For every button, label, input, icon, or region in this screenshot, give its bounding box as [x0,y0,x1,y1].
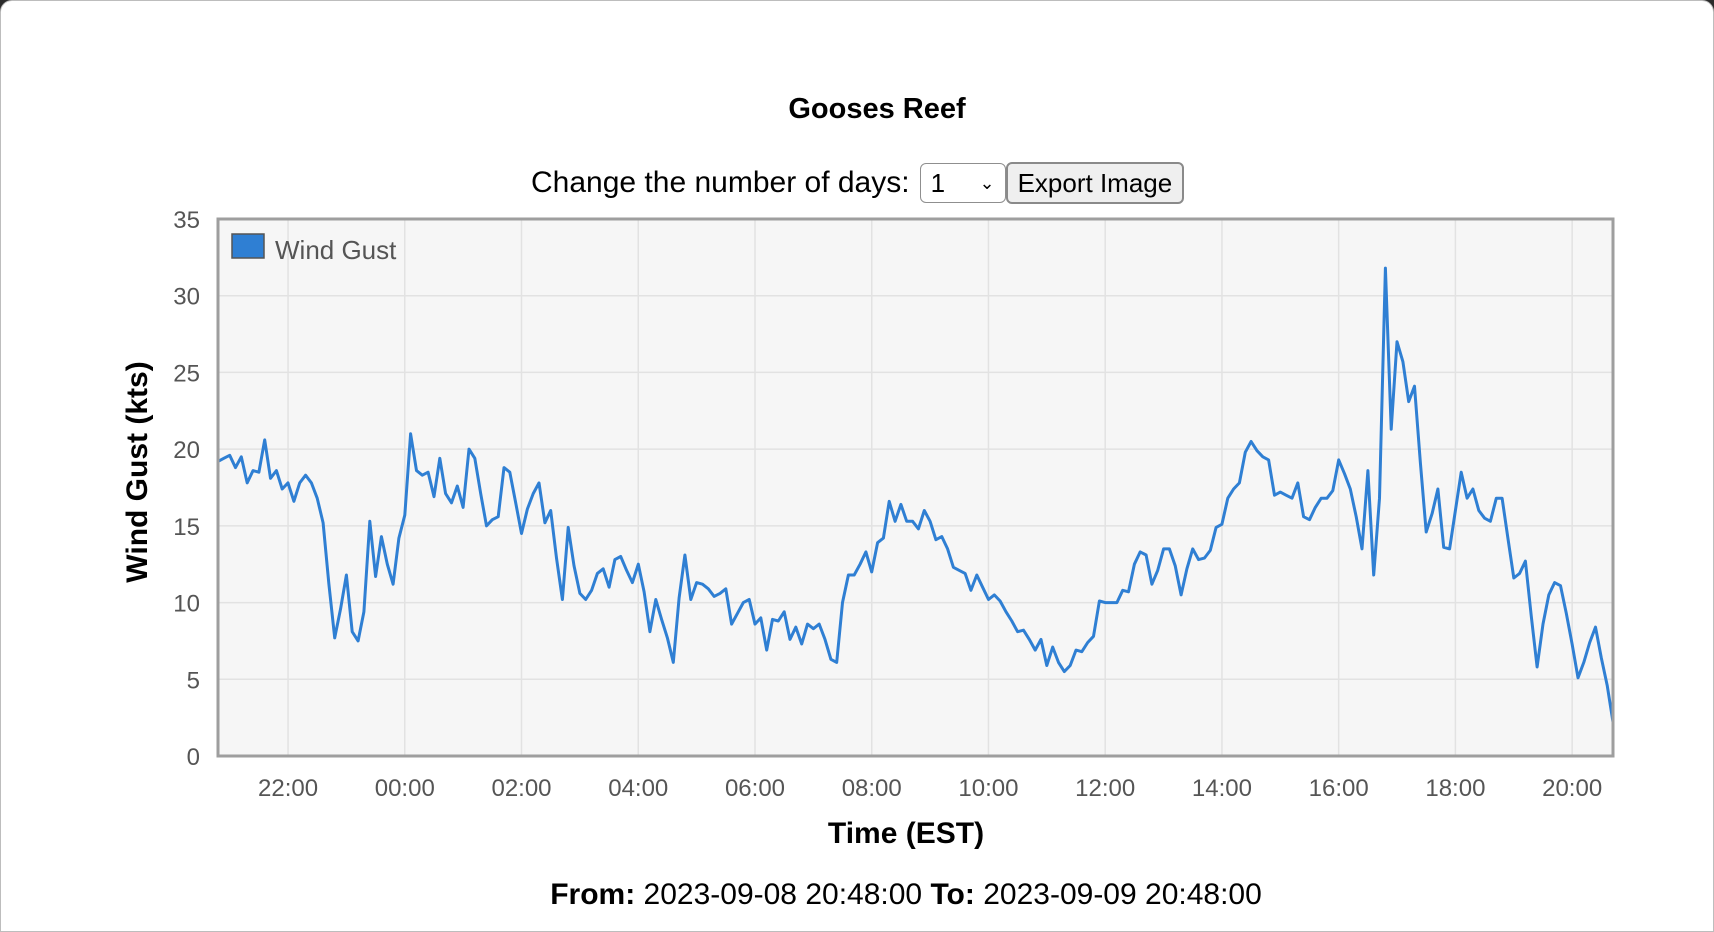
days-select[interactable]: 1 ⌄ [919,163,1006,203]
export-image-button[interactable]: Export Image [1005,162,1185,204]
to-label: To: [930,878,975,911]
plot-border [216,217,1615,758]
from-value: 2023-09-08 20:48:00 [643,878,923,911]
plot-area [218,219,1613,756]
y-tick-label: 0 [187,744,200,771]
y-axis-ticks: 0 5 10 15 20 25 30 35 [173,207,200,771]
y-tick-label: 25 [173,360,200,387]
series-line-wind-gust [217,266,1615,723]
y-tick-label: 20 [173,437,200,464]
x-tick-label: 20:00 [1542,775,1602,802]
x-tick-label: 04:00 [608,775,668,802]
legend-swatch-wind-gust [231,233,265,259]
x-tick-label: 06:00 [725,775,785,802]
x-tick-label: 18:00 [1425,775,1485,802]
days-select-value: 1 [930,167,946,198]
x-tick-label: 10:00 [958,775,1018,802]
legend[interactable]: Wind Gust [231,233,397,265]
x-tick-label: 12:00 [1075,775,1135,802]
date-range: From: 2023-09-08 20:48:00 To: 2023-09-09… [1,878,1713,912]
x-tick-label: 22:00 [258,775,318,802]
y-axis-label: Wind Gust (kts) [121,361,154,582]
chart-controls: Change the number of days: 1 ⌄ Export Im… [531,161,1185,205]
legend-label-wind-gust: Wind Gust [275,235,397,265]
from-label: From: [550,878,636,911]
y-tick-label: 5 [187,667,200,694]
y-tick-label: 35 [173,207,200,234]
x-tick-label: 08:00 [842,775,902,802]
days-label: Change the number of days: [531,166,910,199]
x-tick-label: 00:00 [375,775,435,802]
x-axis-ticks: 22:00 00:00 02:00 04:00 06:00 08:00 10:00 12:00… [258,775,1602,802]
chevron-down-icon: ⌄ [979,172,995,193]
x-tick-label: 02:00 [491,775,551,802]
to-value: 2023-09-09 20:48:00 [983,878,1262,911]
y-tick-label: 10 [173,591,200,618]
x-tick-label: 16:00 [1309,775,1369,802]
x-tick-label: 14:00 [1192,775,1252,802]
chart-title: Gooses Reef [788,93,966,125]
x-axis-label: Time (EST) [828,817,984,850]
y-tick-label: 15 [173,514,200,541]
y-tick-label: 30 [173,284,200,311]
